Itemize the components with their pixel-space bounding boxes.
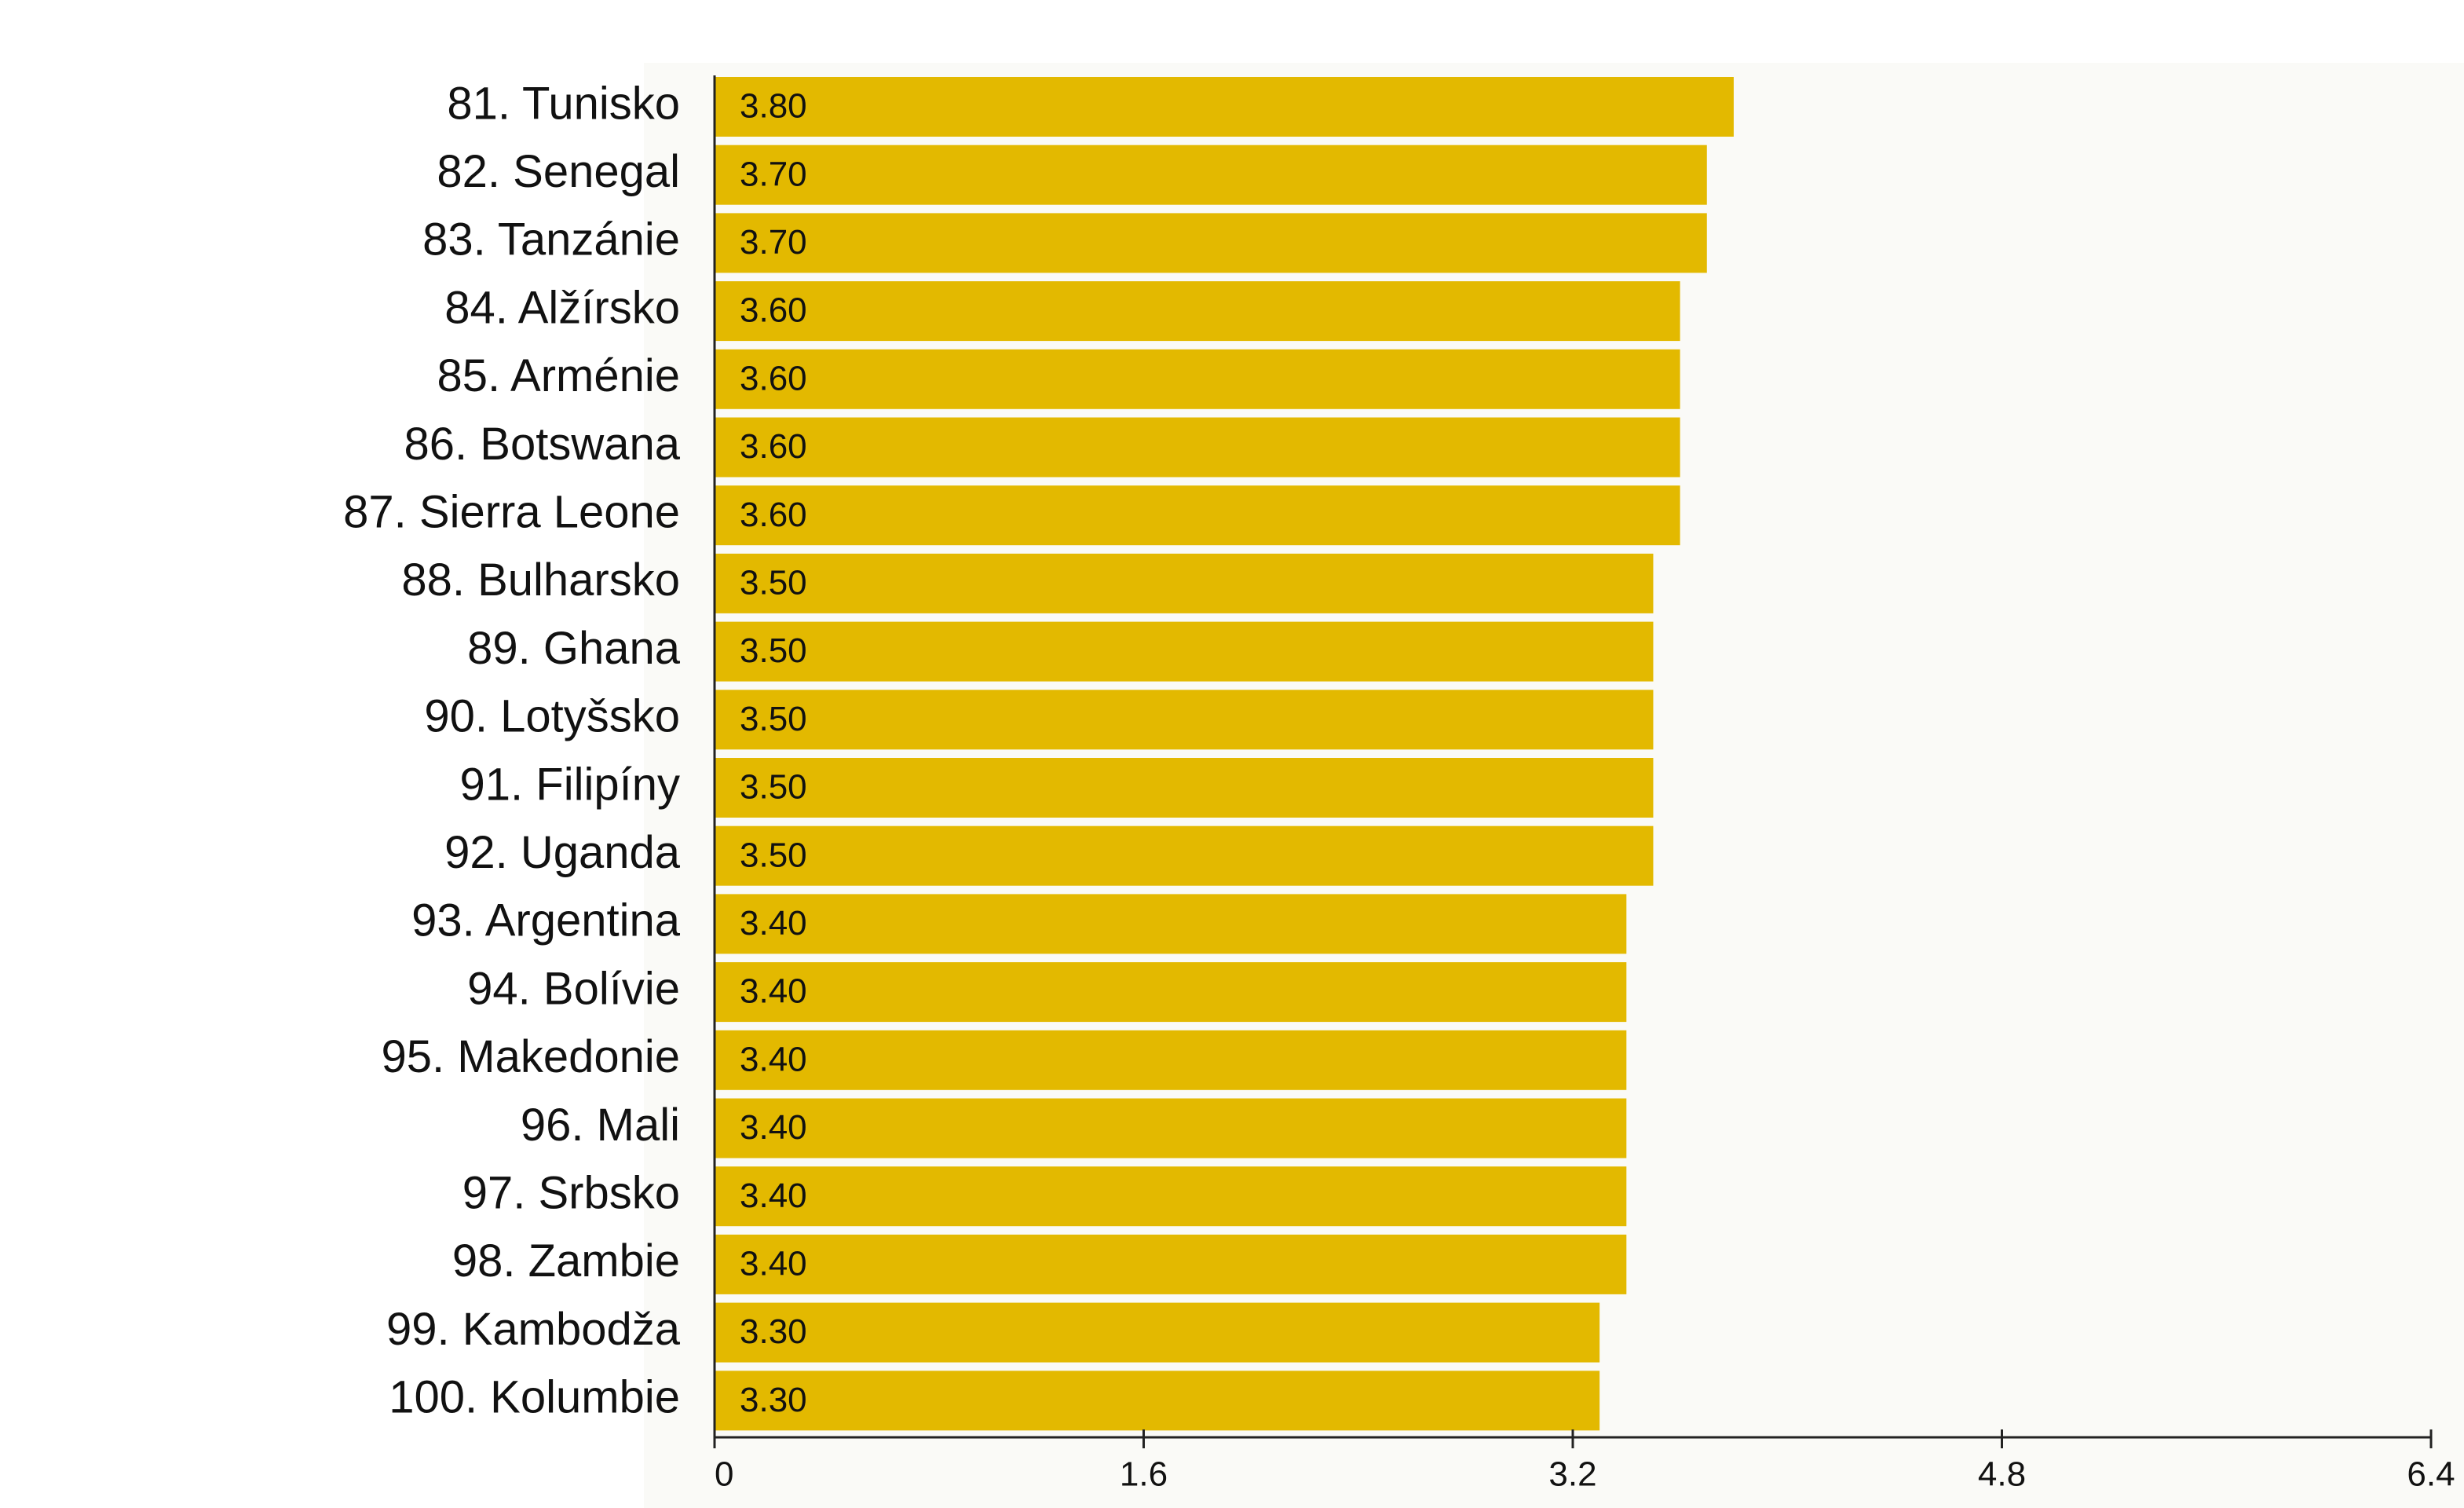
value-label: 3.50 (740, 564, 807, 602)
value-label: 3.40 (740, 1177, 807, 1215)
value-label: 3.50 (740, 836, 807, 874)
category-label: 95. Makedonie (382, 1031, 680, 1082)
category-label: 81. Tunisko (447, 78, 680, 129)
category-label: 84. Alžírsko (444, 282, 680, 333)
category-label: 94. Bolívie (467, 963, 680, 1014)
bar (715, 1030, 1627, 1090)
bar (715, 690, 1654, 750)
bar (715, 77, 1734, 137)
category-label: 100. Kolumbie (389, 1372, 680, 1423)
category-label: 98. Zambie (452, 1235, 680, 1287)
category-label: 85. Arménie (437, 350, 680, 401)
category-label: 88. Bulharsko (401, 555, 680, 606)
bar (715, 621, 1654, 682)
value-label: 3.40 (740, 1040, 807, 1078)
category-label: 90. Lotyšsko (424, 691, 680, 742)
value-label: 3.30 (740, 1381, 807, 1419)
bar (715, 349, 1680, 409)
bar (715, 1098, 1627, 1158)
value-label: 3.60 (740, 359, 807, 397)
value-label: 3.60 (740, 427, 807, 466)
value-label: 3.30 (740, 1312, 807, 1351)
bar (715, 213, 1707, 273)
value-label: 3.40 (740, 1108, 807, 1147)
category-label: 89. Ghana (467, 623, 681, 674)
bar (715, 1302, 1600, 1363)
value-label: 3.50 (740, 700, 807, 738)
value-label: 3.60 (740, 496, 807, 534)
bar (715, 825, 1654, 886)
x-tick-label: 1.6 (1120, 1455, 1168, 1494)
bar (715, 758, 1654, 818)
bar (715, 485, 1680, 546)
value-label: 3.70 (740, 223, 807, 262)
x-tick-label: 0 (715, 1455, 733, 1494)
category-label: 92. Uganda (444, 827, 681, 878)
value-label: 3.50 (740, 631, 807, 670)
value-label: 3.70 (740, 155, 807, 193)
category-label: 82. Senegal (437, 146, 680, 197)
category-label: 93. Argentina (411, 895, 681, 946)
category-label: 97. Srbsko (462, 1168, 680, 1219)
value-label: 3.80 (740, 87, 807, 126)
category-label: 83. Tanzánie (422, 214, 680, 265)
category-label: 96. Mali (521, 1100, 680, 1151)
value-label: 3.40 (740, 904, 807, 942)
value-label: 3.50 (740, 768, 807, 807)
category-label: 91. Filipíny (460, 759, 680, 810)
bar (715, 145, 1707, 205)
value-label: 3.40 (740, 972, 807, 1011)
x-tick-label: 6.4 (2407, 1455, 2455, 1494)
bar (715, 553, 1654, 613)
bar (715, 1166, 1627, 1227)
bar (715, 1234, 1627, 1294)
category-label: 86. Botswana (404, 419, 681, 470)
value-label: 3.40 (740, 1245, 807, 1283)
bar (715, 894, 1627, 954)
bar (715, 1371, 1600, 1431)
x-tick-label: 4.8 (1978, 1455, 2026, 1494)
bar (715, 417, 1680, 478)
category-label: 99. Kambodža (386, 1304, 681, 1355)
x-tick-label: 3.2 (1548, 1455, 1596, 1494)
value-label: 3.60 (740, 291, 807, 330)
bar (715, 962, 1627, 1023)
bar (715, 281, 1680, 342)
category-label: 87. Sierra Leone (343, 487, 680, 538)
